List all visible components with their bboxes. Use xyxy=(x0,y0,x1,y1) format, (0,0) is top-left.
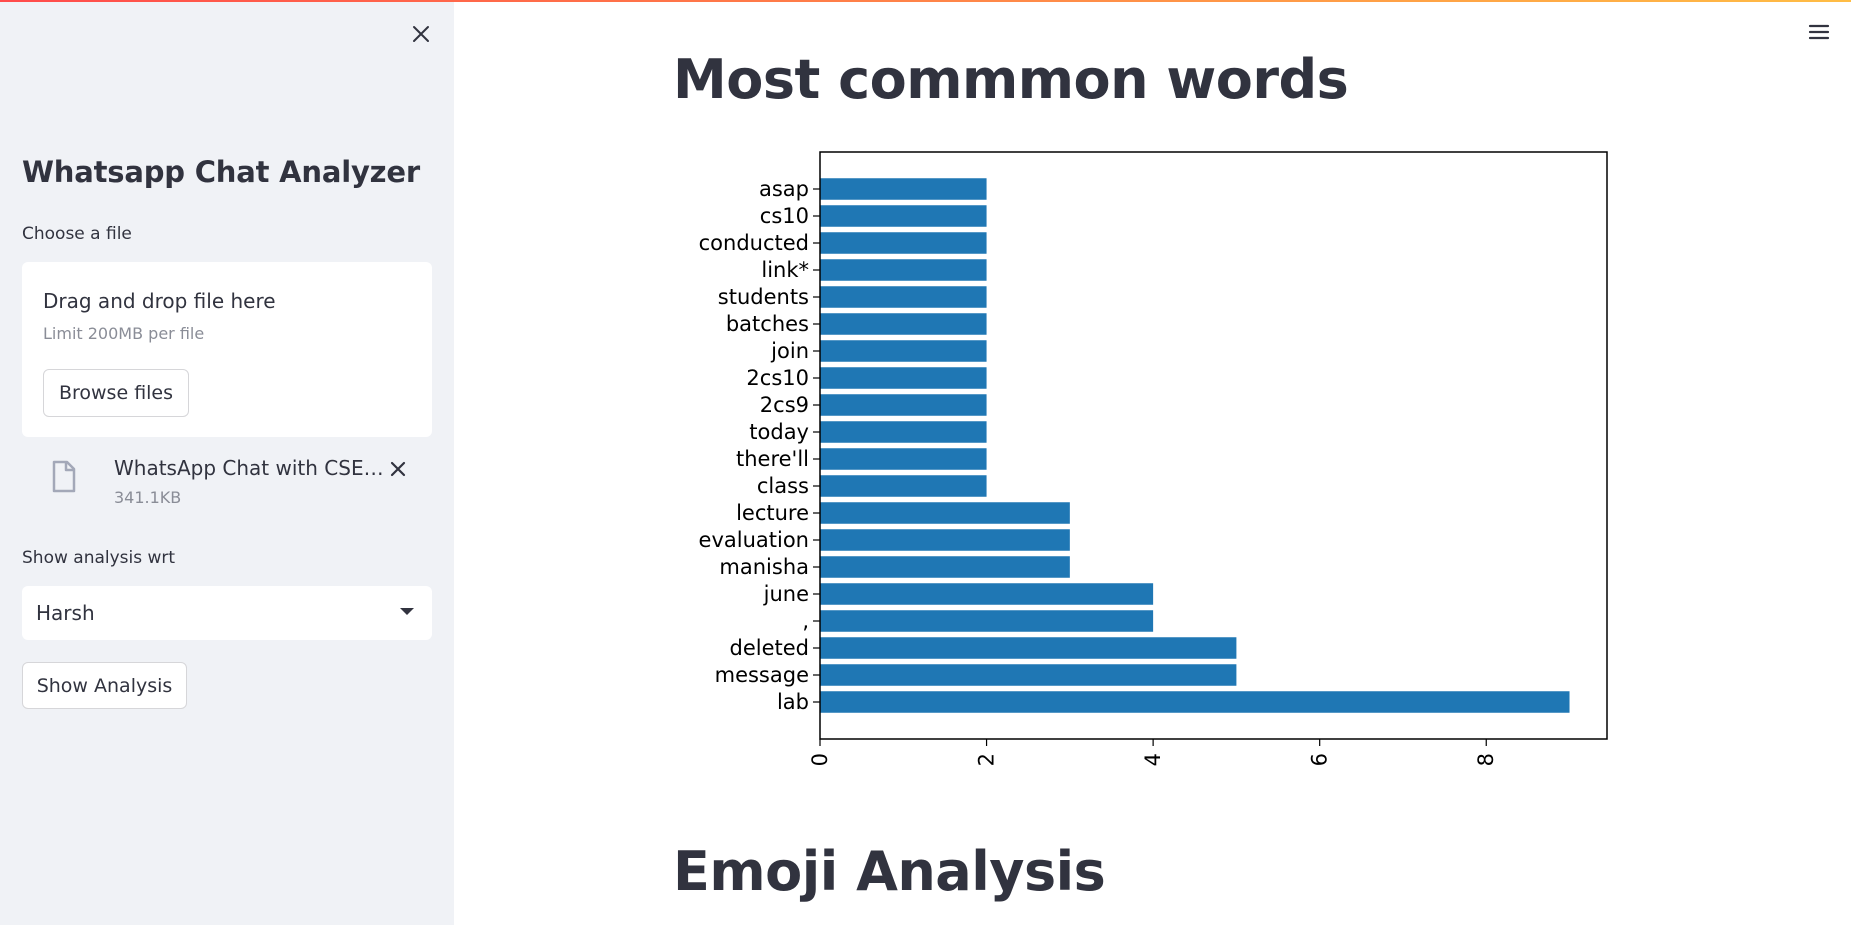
chevron-down-icon xyxy=(400,608,414,615)
bar xyxy=(820,556,1070,578)
hamburger-menu-icon xyxy=(1808,24,1830,40)
top-accent-line xyxy=(0,0,1851,2)
plot-frame xyxy=(819,151,1608,740)
y-tick-label: batches xyxy=(726,312,809,336)
y-tick-label: there'll xyxy=(736,447,809,471)
sidebar: Whatsapp Chat Analyzer Choose a file Dra… xyxy=(0,0,454,925)
x-tick-label: 4 xyxy=(1141,753,1165,766)
bar xyxy=(820,475,987,497)
bar xyxy=(820,178,987,200)
remove-file-button[interactable] xyxy=(384,455,412,483)
bar xyxy=(820,340,987,362)
uploaded-file-name: WhatsApp Chat with CSE 9-... xyxy=(114,456,384,480)
dropzone-title: Drag and drop file here xyxy=(43,289,276,313)
analysis-select-label: Show analysis wrt xyxy=(22,548,176,568)
y-tick-label: asap xyxy=(759,177,809,201)
y-tick-label: conducted xyxy=(699,231,809,255)
y-tick-label: deleted xyxy=(730,636,810,660)
most-common-words-chart: lab message deleted, june manisha evaluation l… xyxy=(670,140,1620,790)
browse-files-button[interactable]: Browse files xyxy=(43,369,189,417)
y-tick-label: cs10 xyxy=(760,204,809,228)
show-analysis-button[interactable]: Show Analysis xyxy=(22,662,187,709)
bar xyxy=(820,691,1570,713)
y-tick-label: lab xyxy=(777,690,809,714)
emoji-analysis-heading: Emoji Analysis xyxy=(673,840,1106,903)
y-tick-label: evaluation xyxy=(699,528,809,552)
y-tick-label: , xyxy=(802,609,809,633)
y-tick-label: link* xyxy=(761,258,809,282)
bar xyxy=(820,448,987,470)
uploaded-file-size: 341.1KB xyxy=(114,488,182,507)
y-tick-label: june xyxy=(763,582,809,606)
file-uploader-label: Choose a file xyxy=(22,224,132,244)
file-icon xyxy=(52,460,76,493)
bar xyxy=(820,583,1154,605)
dropzone-limit: Limit 200MB per file xyxy=(43,324,205,343)
y-tick-label: class xyxy=(757,474,809,498)
bar xyxy=(820,529,1070,551)
y-tick-label: 2cs10 xyxy=(746,366,809,390)
file-dropzone[interactable]: Drag and drop file here Limit 200MB per … xyxy=(22,262,432,437)
y-tick-label: lecture xyxy=(736,501,809,525)
y-tick-label: today xyxy=(749,420,809,444)
x-tick-label: 6 xyxy=(1308,753,1332,766)
x-tick-label: 0 xyxy=(808,753,832,766)
x-tick-label: 2 xyxy=(975,753,999,766)
bar xyxy=(820,259,987,281)
bar xyxy=(820,394,987,416)
x-tick-label: 8 xyxy=(1474,753,1498,766)
close-icon xyxy=(390,461,406,477)
bar xyxy=(820,367,987,389)
y-tick-label: 2cs9 xyxy=(760,393,809,417)
bar xyxy=(820,205,987,227)
most-common-words-heading: Most commmon words xyxy=(673,48,1349,111)
close-sidebar-button[interactable] xyxy=(407,20,435,48)
user-select-value: Harsh xyxy=(36,601,95,625)
user-select[interactable]: Harsh xyxy=(22,586,432,640)
main-menu-button[interactable] xyxy=(1806,20,1832,44)
bar xyxy=(820,637,1237,659)
close-icon xyxy=(413,26,429,42)
bar xyxy=(820,286,987,308)
bar xyxy=(820,421,987,443)
y-tick-label: message xyxy=(715,663,809,687)
uploaded-file: WhatsApp Chat with CSE 9-... 341.1KB xyxy=(22,446,432,516)
bar-chart-svg: lab message deleted, june manisha evaluation l… xyxy=(699,151,1608,766)
bar xyxy=(820,610,1154,632)
bar xyxy=(820,232,987,254)
bar xyxy=(820,502,1070,524)
sidebar-title: Whatsapp Chat Analyzer xyxy=(22,155,420,189)
y-tick-label: join xyxy=(770,339,809,363)
bar xyxy=(820,313,987,335)
y-tick-label: students xyxy=(718,285,809,309)
y-tick-label: manisha xyxy=(719,555,809,579)
bar xyxy=(820,664,1237,686)
